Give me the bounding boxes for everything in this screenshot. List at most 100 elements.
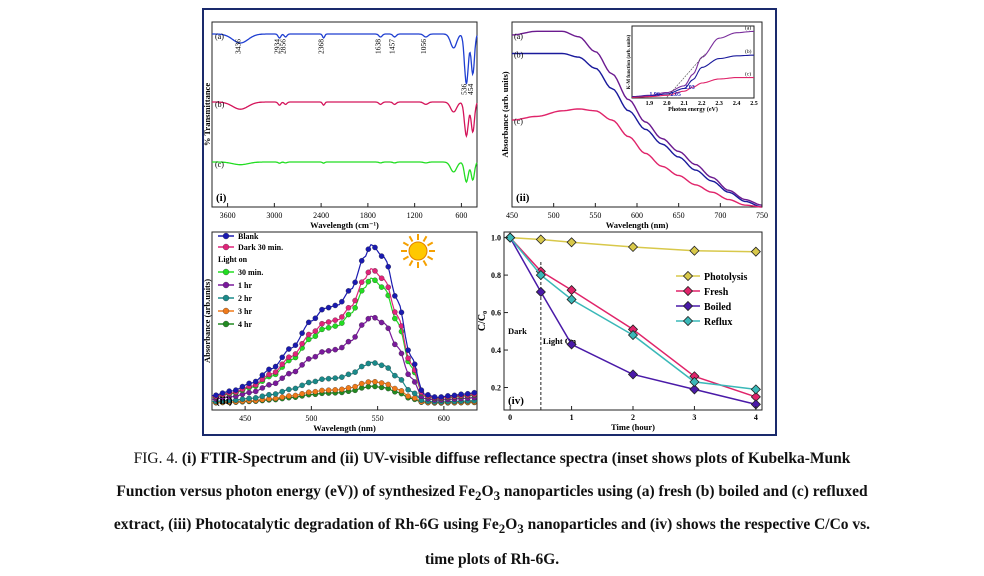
deg-series-marker bbox=[299, 362, 305, 368]
uv-inset-series-label: (b) bbox=[745, 48, 752, 55]
caption-line3-pre: extract, (iii) Photocatalytic degradatio… bbox=[113, 516, 499, 533]
kinetics-y-axis-label: C/C₀ bbox=[477, 311, 488, 331]
deg-legend-subtitle: Light on bbox=[218, 255, 248, 264]
kinetics-legend-label: Photolysis bbox=[704, 272, 747, 283]
deg-series-marker bbox=[392, 293, 398, 299]
ftir-series-label: (c) bbox=[215, 160, 224, 169]
uv-inset-series-label: (c) bbox=[745, 71, 751, 78]
uv-inset-tangent bbox=[666, 53, 706, 98]
deg-series-marker bbox=[365, 269, 372, 276]
deg-series-marker bbox=[365, 278, 372, 285]
deg-x-tick-label: 550 bbox=[372, 414, 384, 423]
uv-inset-x-tick-label: 2.5 bbox=[750, 101, 758, 107]
ftir-x-tick-label: 3000 bbox=[266, 211, 282, 220]
panel-degradation-spectra: Blank Dark 30 min. 30 min. 1 hr 2 hr 3 hr 4 hr… bbox=[202, 231, 478, 433]
kinetics-legend-label: Fresh bbox=[704, 287, 729, 298]
deg-series-marker bbox=[312, 315, 319, 322]
deg-series-marker bbox=[266, 382, 272, 388]
deg-series-marker bbox=[392, 309, 398, 315]
deg-series-marker bbox=[378, 319, 385, 326]
ftir-x-tick-label: 2400 bbox=[313, 211, 329, 220]
ftir-peak-label: 1638 bbox=[374, 39, 383, 54]
deg-series-marker bbox=[339, 320, 345, 326]
kinetics-series-line bbox=[509, 237, 757, 406]
deg-series-marker bbox=[385, 365, 391, 371]
ftir-series-label: (a) bbox=[215, 32, 224, 41]
kinetics-marker bbox=[627, 241, 639, 253]
deg-series-marker bbox=[378, 284, 385, 290]
deg-series-marker bbox=[325, 375, 332, 382]
deg-series-marker bbox=[365, 379, 372, 385]
deg-legend-label: 30 min. bbox=[238, 268, 263, 277]
deg-series-marker bbox=[332, 375, 338, 381]
deg-series-marker bbox=[392, 341, 398, 348]
deg-series-marker bbox=[319, 387, 325, 394]
deg-series-marker bbox=[332, 346, 338, 353]
deg-series-marker bbox=[279, 375, 285, 381]
kinetics-marker bbox=[689, 384, 700, 395]
kinetics-x-tick-label: 0 bbox=[508, 413, 512, 422]
deg-series-marker bbox=[352, 369, 358, 375]
deg-series-marker bbox=[272, 391, 279, 397]
deg-series-marker bbox=[385, 284, 391, 290]
kinetics-marker bbox=[689, 245, 700, 256]
deg-series-marker bbox=[266, 371, 272, 378]
kinetics-marker bbox=[689, 376, 700, 387]
dark-annotation: Dark bbox=[508, 326, 527, 336]
deg-series-marker bbox=[272, 363, 279, 370]
uv-y-axis-label: Absorbance (arb. units) bbox=[500, 71, 510, 157]
deg-series-marker bbox=[398, 309, 405, 316]
deg-series-marker bbox=[305, 319, 312, 326]
uv-x-tick-label: 500 bbox=[548, 211, 560, 220]
deg-series-marker bbox=[286, 346, 292, 352]
deg-series-marker bbox=[252, 378, 259, 385]
deg-series-marker bbox=[246, 395, 252, 402]
deg-series-marker bbox=[339, 386, 345, 393]
caption-sub: 3 bbox=[493, 488, 501, 504]
deg-series-marker bbox=[319, 376, 325, 382]
sun-ray bbox=[408, 235, 414, 242]
deg-series-marker bbox=[339, 298, 345, 305]
ftir-peak-label: 2856 bbox=[279, 39, 288, 54]
deg-x-tick-label: 600 bbox=[438, 414, 450, 423]
deg-series-marker bbox=[233, 387, 239, 393]
deg-legend-marker bbox=[222, 281, 230, 289]
deg-legend-label: 3 hr bbox=[238, 307, 252, 316]
deg-series-marker bbox=[259, 393, 266, 399]
kinetics-y-tick-label: 0.6 bbox=[491, 309, 501, 318]
deg-legend-marker bbox=[222, 294, 230, 302]
ftir-peak-label: 536 bbox=[459, 84, 468, 96]
caption-line2-post: O bbox=[481, 483, 494, 500]
uv-inset-x-tick-label: 2.2 bbox=[698, 101, 706, 107]
kinetics-legend-label: Boiled bbox=[704, 302, 732, 313]
deg-series-marker bbox=[425, 392, 431, 398]
deg-x-tick-label: 450 bbox=[239, 414, 251, 423]
deg-series-marker bbox=[464, 391, 471, 397]
deg-series-marker bbox=[319, 320, 325, 327]
kinetics-marker bbox=[627, 369, 639, 380]
deg-series-marker bbox=[451, 392, 458, 399]
kinetics-y-tick-label: 0.8 bbox=[491, 271, 501, 280]
deg-series-marker bbox=[286, 393, 292, 399]
deg-series-marker bbox=[325, 319, 332, 325]
deg-legend-marker bbox=[222, 307, 230, 315]
deg-series-marker bbox=[325, 304, 332, 311]
kinetics-marker bbox=[566, 237, 577, 248]
deg-series-marker bbox=[411, 390, 418, 397]
deg-series-marker bbox=[385, 381, 391, 388]
ftir-plot-frame bbox=[211, 21, 478, 208]
deg-legend-marker bbox=[222, 320, 230, 328]
caption-sub: 2 bbox=[498, 521, 506, 537]
sun-ray bbox=[422, 260, 428, 267]
kinetics-marker bbox=[750, 384, 761, 395]
uv-series-line bbox=[512, 52, 763, 208]
deg-series-marker bbox=[345, 338, 352, 345]
kinetics-marker bbox=[566, 285, 577, 296]
ftir-peak-label: 1457 bbox=[388, 39, 397, 54]
ftir-x-tick-label: 1200 bbox=[407, 211, 423, 220]
deg-legend-label: 1 hr bbox=[238, 281, 252, 290]
deg-series-marker bbox=[345, 371, 352, 378]
kinetics-x-axis-label: Time (hour) bbox=[611, 422, 655, 432]
kinetics-legend-marker bbox=[682, 285, 694, 297]
